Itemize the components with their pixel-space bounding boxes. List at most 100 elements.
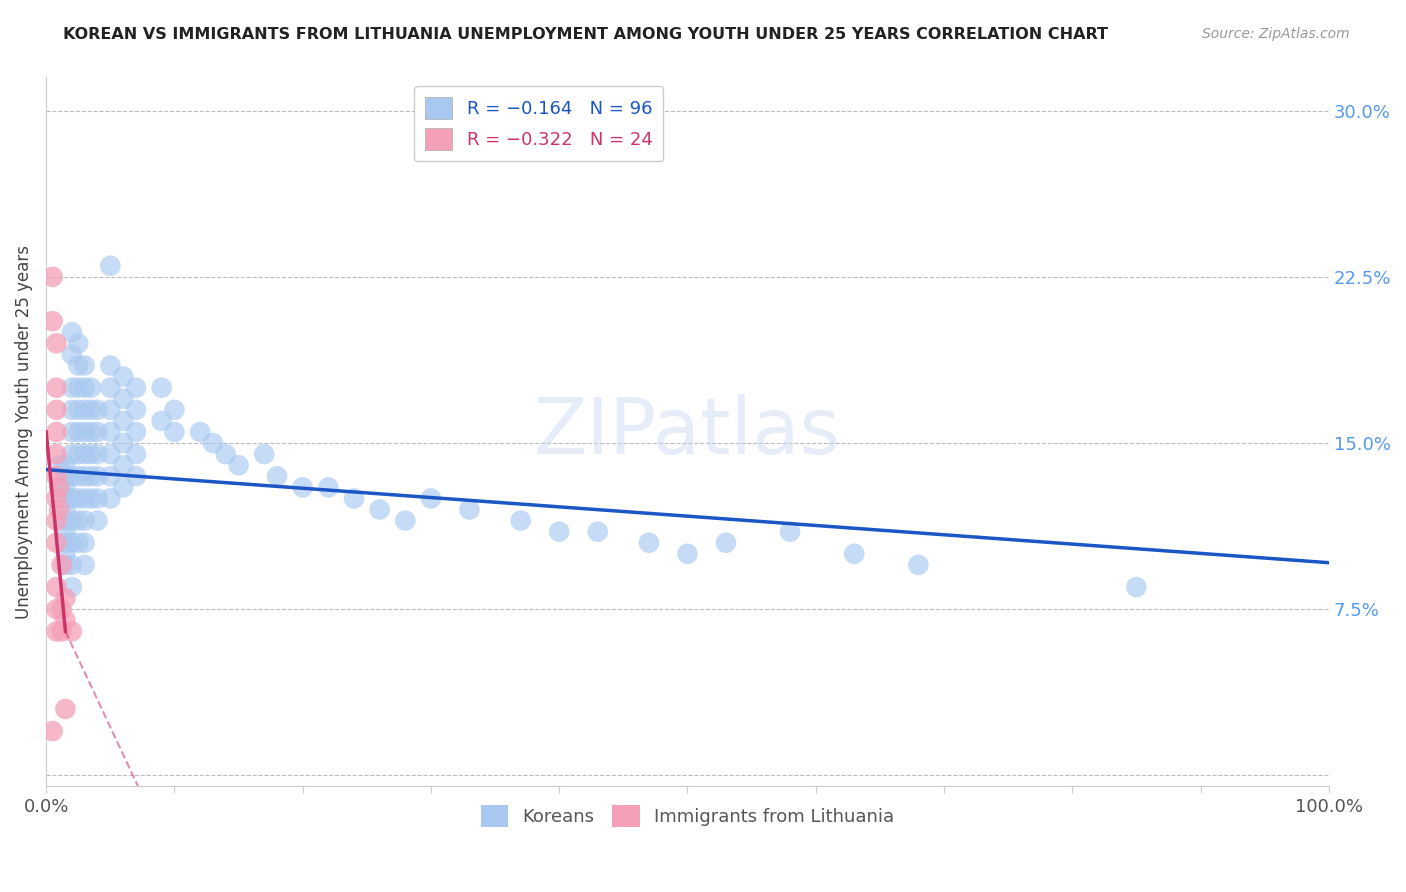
Point — [67, 359, 90, 373]
Point — [55, 524, 77, 539]
Point — [55, 502, 77, 516]
Point — [98, 447, 121, 461]
Point — [48, 458, 70, 473]
Y-axis label: Unemployment Among Youth under 25 years: Unemployment Among Youth under 25 years — [15, 245, 32, 619]
Legend: Koreans, Immigrants from Lithuania: Koreans, Immigrants from Lithuania — [474, 797, 901, 834]
Point — [844, 547, 866, 561]
Point — [80, 469, 103, 483]
Point — [112, 392, 135, 406]
Point — [55, 591, 77, 606]
Point — [98, 491, 121, 506]
Point — [80, 381, 103, 395]
Point — [60, 624, 83, 639]
Point — [98, 469, 121, 483]
Point — [253, 447, 276, 461]
Point — [73, 381, 96, 395]
Point — [215, 447, 238, 461]
Point — [45, 381, 67, 395]
Point — [394, 514, 416, 528]
Point — [55, 702, 77, 716]
Point — [343, 491, 366, 506]
Point — [150, 381, 173, 395]
Point — [67, 447, 90, 461]
Point — [112, 414, 135, 428]
Text: KOREAN VS IMMIGRANTS FROM LITHUANIA UNEMPLOYMENT AMONG YOUTH UNDER 25 YEARS CORR: KOREAN VS IMMIGRANTS FROM LITHUANIA UNEM… — [63, 27, 1108, 42]
Point — [73, 469, 96, 483]
Point — [55, 535, 77, 549]
Point — [73, 359, 96, 373]
Point — [676, 547, 699, 561]
Point — [163, 402, 186, 417]
Point — [80, 425, 103, 439]
Point — [112, 369, 135, 384]
Point — [41, 724, 63, 739]
Point — [98, 402, 121, 417]
Point — [98, 425, 121, 439]
Point — [368, 502, 391, 516]
Point — [60, 325, 83, 339]
Point — [125, 402, 148, 417]
Point — [48, 502, 70, 516]
Point — [112, 436, 135, 450]
Point — [150, 414, 173, 428]
Point — [86, 425, 108, 439]
Point — [98, 259, 121, 273]
Point — [73, 514, 96, 528]
Point — [86, 402, 108, 417]
Point — [60, 425, 83, 439]
Point — [163, 425, 186, 439]
Point — [45, 624, 67, 639]
Point — [548, 524, 571, 539]
Point — [55, 558, 77, 572]
Point — [86, 447, 108, 461]
Point — [98, 381, 121, 395]
Point — [41, 269, 63, 284]
Point — [112, 480, 135, 494]
Point — [73, 491, 96, 506]
Point — [55, 613, 77, 627]
Point — [45, 491, 67, 506]
Point — [420, 491, 443, 506]
Point — [86, 491, 108, 506]
Point — [60, 402, 83, 417]
Point — [98, 359, 121, 373]
Point — [45, 469, 67, 483]
Point — [188, 425, 211, 439]
Point — [48, 480, 70, 494]
Point — [80, 447, 103, 461]
Point — [228, 458, 250, 473]
Point — [45, 535, 67, 549]
Point — [60, 514, 83, 528]
Point — [60, 447, 83, 461]
Point — [125, 469, 148, 483]
Point — [41, 314, 63, 328]
Point — [73, 425, 96, 439]
Point — [48, 480, 70, 494]
Point — [509, 514, 531, 528]
Point — [55, 547, 77, 561]
Point — [55, 491, 77, 506]
Point — [67, 535, 90, 549]
Point — [907, 558, 929, 572]
Point — [45, 425, 67, 439]
Point — [60, 580, 83, 594]
Point — [73, 402, 96, 417]
Point — [67, 514, 90, 528]
Point — [45, 580, 67, 594]
Point — [55, 514, 77, 528]
Point — [67, 381, 90, 395]
Point — [45, 514, 67, 528]
Point — [55, 458, 77, 473]
Point — [60, 381, 83, 395]
Point — [67, 469, 90, 483]
Point — [45, 447, 67, 461]
Point — [73, 447, 96, 461]
Point — [125, 447, 148, 461]
Point — [45, 336, 67, 351]
Point — [80, 402, 103, 417]
Point — [51, 602, 73, 616]
Point — [67, 336, 90, 351]
Point — [55, 480, 77, 494]
Text: ZIPatlas: ZIPatlas — [534, 394, 841, 470]
Point — [80, 491, 103, 506]
